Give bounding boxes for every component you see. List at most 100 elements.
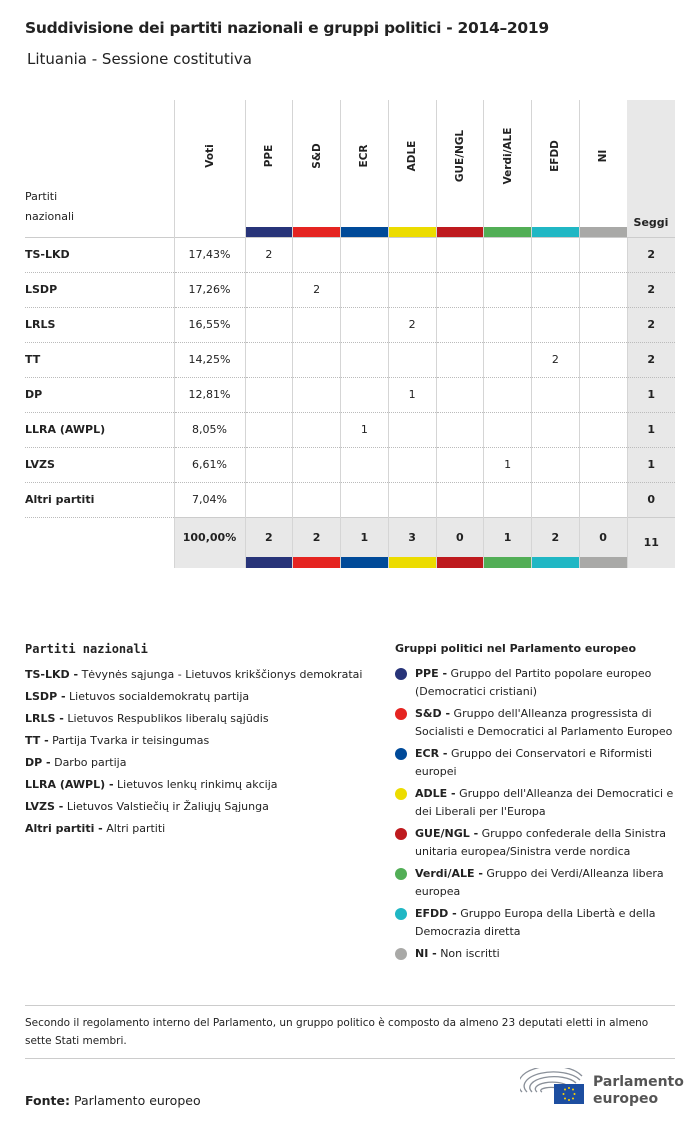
seat-cell: [531, 271, 580, 307]
divider: [25, 1005, 675, 1006]
seat-cell: [340, 446, 389, 482]
votes-cell: 6,61%: [173, 446, 245, 482]
seat-cell: [578, 271, 627, 307]
group-color-bar: [245, 557, 293, 568]
group-header: PPE: [244, 100, 293, 237]
group-legend-item: EFDD - Gruppo Europa della Libertà e del…: [395, 905, 680, 941]
seat-cell: [531, 306, 580, 342]
votes-cell: 7,04%: [173, 481, 245, 517]
group-color-bar: [341, 226, 388, 237]
party-name: LLRA (AWPL): [25, 411, 174, 447]
votes-header: Voti: [173, 100, 245, 237]
total-seats-group: 2: [292, 516, 341, 568]
party-legend-item: TS-LKD - Tėvynės sąjunga - Lietuvos krik…: [25, 668, 363, 681]
seat-cell: [483, 341, 532, 377]
seat-cell: [340, 306, 389, 342]
seat-cell: [483, 481, 532, 517]
group-color-dot: [395, 668, 407, 680]
seat-cell: [387, 341, 436, 377]
votes-cell: 8,05%: [173, 411, 245, 447]
group-color-dot: [395, 788, 407, 800]
total-seats-group: 1: [483, 516, 532, 568]
seat-cell: 2: [531, 341, 580, 377]
seat-cell: [578, 411, 627, 447]
seat-cell: [483, 411, 532, 447]
seat-cell: [435, 306, 484, 342]
votes-cell: 12,81%: [173, 376, 245, 412]
table-row: DP 12,81% 1 1: [25, 376, 675, 412]
seat-cell: [578, 341, 627, 377]
group-header: ECR: [340, 100, 389, 237]
group-color-bar: [245, 226, 293, 237]
group-color-dot: [395, 748, 407, 760]
group-color-bar: [293, 226, 340, 237]
seat-cell: [578, 306, 627, 342]
european-parliament-logo: [520, 1068, 584, 1104]
group-color-bar: [341, 557, 388, 568]
group-color-bar: [436, 557, 484, 568]
seat-cell: [435, 446, 484, 482]
seats-cell: 1: [626, 376, 675, 412]
seat-cell: [244, 341, 293, 377]
group-color-bar: [388, 226, 436, 237]
seat-cell: [483, 376, 532, 412]
party-legend-item: TT - Partija Tvarka ir teisingumas: [25, 734, 210, 747]
group-legend-item: ECR - Gruppo dei Conservatori e Riformis…: [395, 745, 680, 781]
seats-cell: 1: [626, 411, 675, 447]
page-title: Suddivisione dei partiti nazionali e gru…: [25, 19, 549, 37]
group-header: NI: [578, 100, 627, 237]
seat-cell: [387, 271, 436, 307]
seat-cell: [387, 481, 436, 517]
seat-cell: [292, 481, 341, 517]
seat-cell: 2: [244, 236, 293, 272]
group-color-dot: [395, 948, 407, 960]
seats-cell: 2: [626, 341, 675, 377]
seat-cell: 2: [387, 306, 436, 342]
seat-cell: [578, 236, 627, 272]
seat-cell: 1: [483, 446, 532, 482]
seats-cell: 0: [626, 481, 675, 517]
seat-cell: [340, 481, 389, 517]
seats-header: Seggi: [627, 100, 675, 237]
seat-cell: [483, 236, 532, 272]
national-parties-legend-title: Partiti nazionali: [25, 642, 148, 656]
party-name: LVZS: [25, 446, 174, 482]
party-legend-item: DP - Darbo partija: [25, 756, 127, 769]
seats-cell: 1: [626, 446, 675, 482]
seat-cell: [244, 271, 293, 307]
seat-cell: [387, 236, 436, 272]
seat-cell: [292, 341, 341, 377]
group-header: ADLE: [387, 100, 436, 237]
group-color-bar: [293, 557, 340, 568]
votes-cell: 17,26%: [173, 271, 245, 307]
seat-cell: [435, 481, 484, 517]
results-table: Partiti nazionali Voti PPE S&D ECR ADLE GUE/N…: [25, 100, 675, 568]
party-header: Partiti nazionali: [25, 189, 75, 223]
votes-cell: 17,43%: [173, 236, 245, 272]
party-legend-item: Altri partiti - Altri partiti: [25, 822, 166, 835]
group-color-bar: [532, 226, 579, 237]
party-legend-item: LLRA (AWPL) - Lietuvos lenkų rinkimų akc…: [25, 778, 278, 791]
groups-legend-title: Gruppi politici nel Parlamento europeo: [395, 642, 637, 655]
seat-cell: [387, 411, 436, 447]
source: Fonte: Parlamento europeo: [25, 1093, 201, 1108]
total-seats-group: 0: [578, 516, 627, 568]
party-name: DP: [25, 376, 174, 412]
group-color-dot: [395, 868, 407, 880]
group-header: GUE/NGL: [435, 100, 484, 237]
seat-cell: [531, 376, 580, 412]
group-color-bar: [484, 226, 531, 237]
group-legend-item: NI - Non iscritti: [395, 945, 680, 963]
table-row: LVZS 6,61% 1 1: [25, 446, 675, 482]
seat-cell: [292, 446, 341, 482]
table-row: LRLS 16,55% 2 2: [25, 306, 675, 342]
totals-row: 100,00% 2 2 1 3 0 1 2 0 11: [25, 516, 675, 568]
seat-cell: [531, 481, 580, 517]
seat-cell: [292, 411, 341, 447]
group-header: EFDD: [531, 100, 580, 237]
table-row: LLRA (AWPL) 8,05% 1 1: [25, 411, 675, 447]
seat-cell: [435, 271, 484, 307]
seat-cell: [578, 376, 627, 412]
table-row: LSDP 17,26% 2 2: [25, 271, 675, 307]
seat-cell: [244, 306, 293, 342]
